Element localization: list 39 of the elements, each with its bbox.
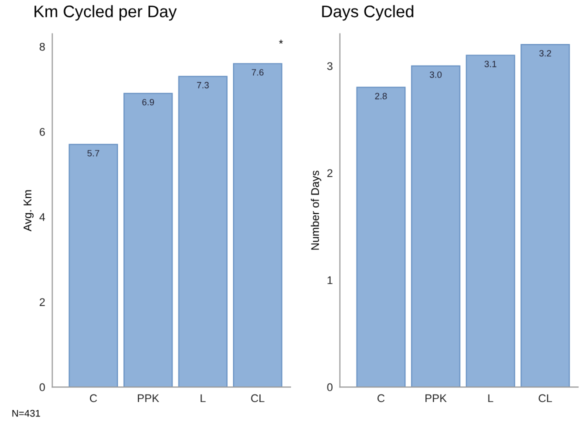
data-label: 2.8 [375, 92, 387, 100]
x-tick-label: L [200, 394, 206, 402]
x-tick-label: PPK [138, 394, 160, 402]
y-tick-label: 1 [328, 276, 332, 284]
y-tick-label: 4 [39, 213, 46, 221]
bar [232, 63, 282, 388]
x-tick-label: L [488, 394, 494, 402]
data-label: 7.3 [197, 82, 209, 88]
data-label: 3.2 [539, 50, 552, 56]
bar [466, 54, 516, 388]
bar [123, 92, 173, 388]
data-label: 6.9 [142, 98, 154, 106]
bar [356, 86, 406, 388]
x-tick-label: CL [251, 394, 264, 402]
text: N=431 [12, 410, 40, 417]
x-tick-label: CL [538, 394, 552, 402]
y-tick-label: 6 [40, 128, 45, 136]
bar [178, 76, 228, 388]
y-tick-label: 8 [40, 42, 45, 51]
x-tick-label: PPK [426, 394, 447, 402]
data-label: 7.6 [252, 69, 264, 76]
bar [68, 144, 118, 388]
chart-title: Km Cycled per Day [34, 5, 177, 21]
y-tick-label: 2 [327, 169, 332, 178]
y-axis-title: Number of Days [310, 170, 322, 250]
bar [520, 44, 570, 388]
x-tick-label: C [378, 394, 385, 402]
chart-title: Days Cycled [322, 5, 414, 21]
y-tick-label: 0 [40, 383, 45, 392]
data-label: 3.1 [484, 60, 496, 68]
data-label: 5.7 [87, 150, 100, 156]
y-tick-label: 3 [327, 62, 332, 70]
y-tick-label: 0 [327, 383, 333, 392]
bar [411, 65, 460, 388]
y-tick-label: 2 [40, 298, 45, 306]
y-axis-title: Avg. Km [24, 190, 34, 232]
annotation: * [278, 40, 283, 44]
x-tick-label: C [90, 394, 97, 402]
data-label: 3.0 [430, 71, 442, 78]
